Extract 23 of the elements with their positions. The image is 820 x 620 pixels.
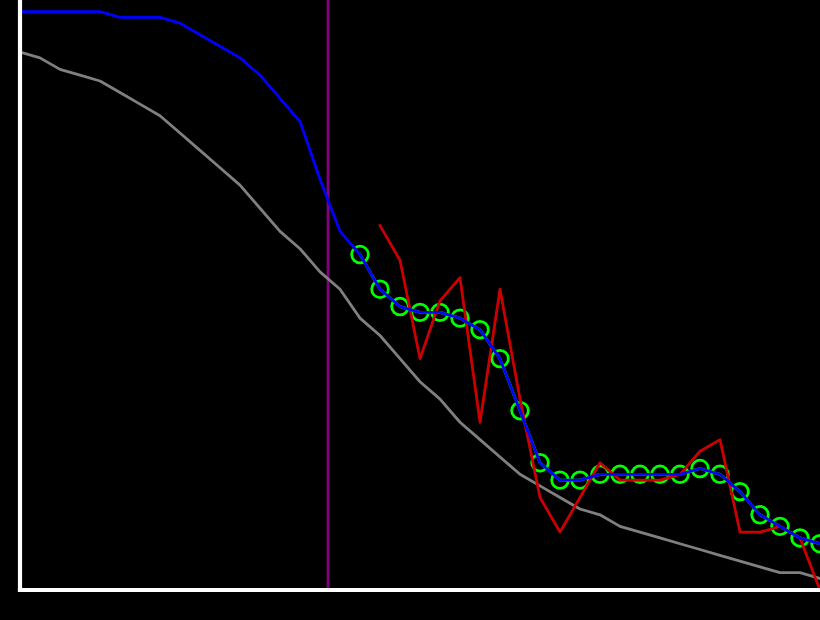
point bbox=[550, 470, 570, 490]
point bbox=[410, 302, 430, 323]
point bbox=[630, 464, 650, 485]
point bbox=[730, 481, 750, 502]
point bbox=[610, 464, 630, 485]
point bbox=[530, 453, 550, 473]
point bbox=[430, 302, 450, 323]
point bbox=[370, 279, 390, 299]
point bbox=[650, 464, 670, 485]
point bbox=[690, 458, 710, 479]
point bbox=[350, 244, 370, 265]
point bbox=[710, 464, 730, 485]
point bbox=[470, 319, 490, 340]
point bbox=[770, 516, 790, 537]
point bbox=[590, 464, 610, 485]
point bbox=[450, 308, 470, 328]
point bbox=[670, 464, 690, 485]
point bbox=[510, 400, 530, 421]
point bbox=[750, 505, 770, 525]
point bbox=[570, 470, 590, 490]
point bbox=[390, 296, 410, 317]
point bbox=[790, 528, 810, 548]
point bbox=[490, 348, 510, 369]
